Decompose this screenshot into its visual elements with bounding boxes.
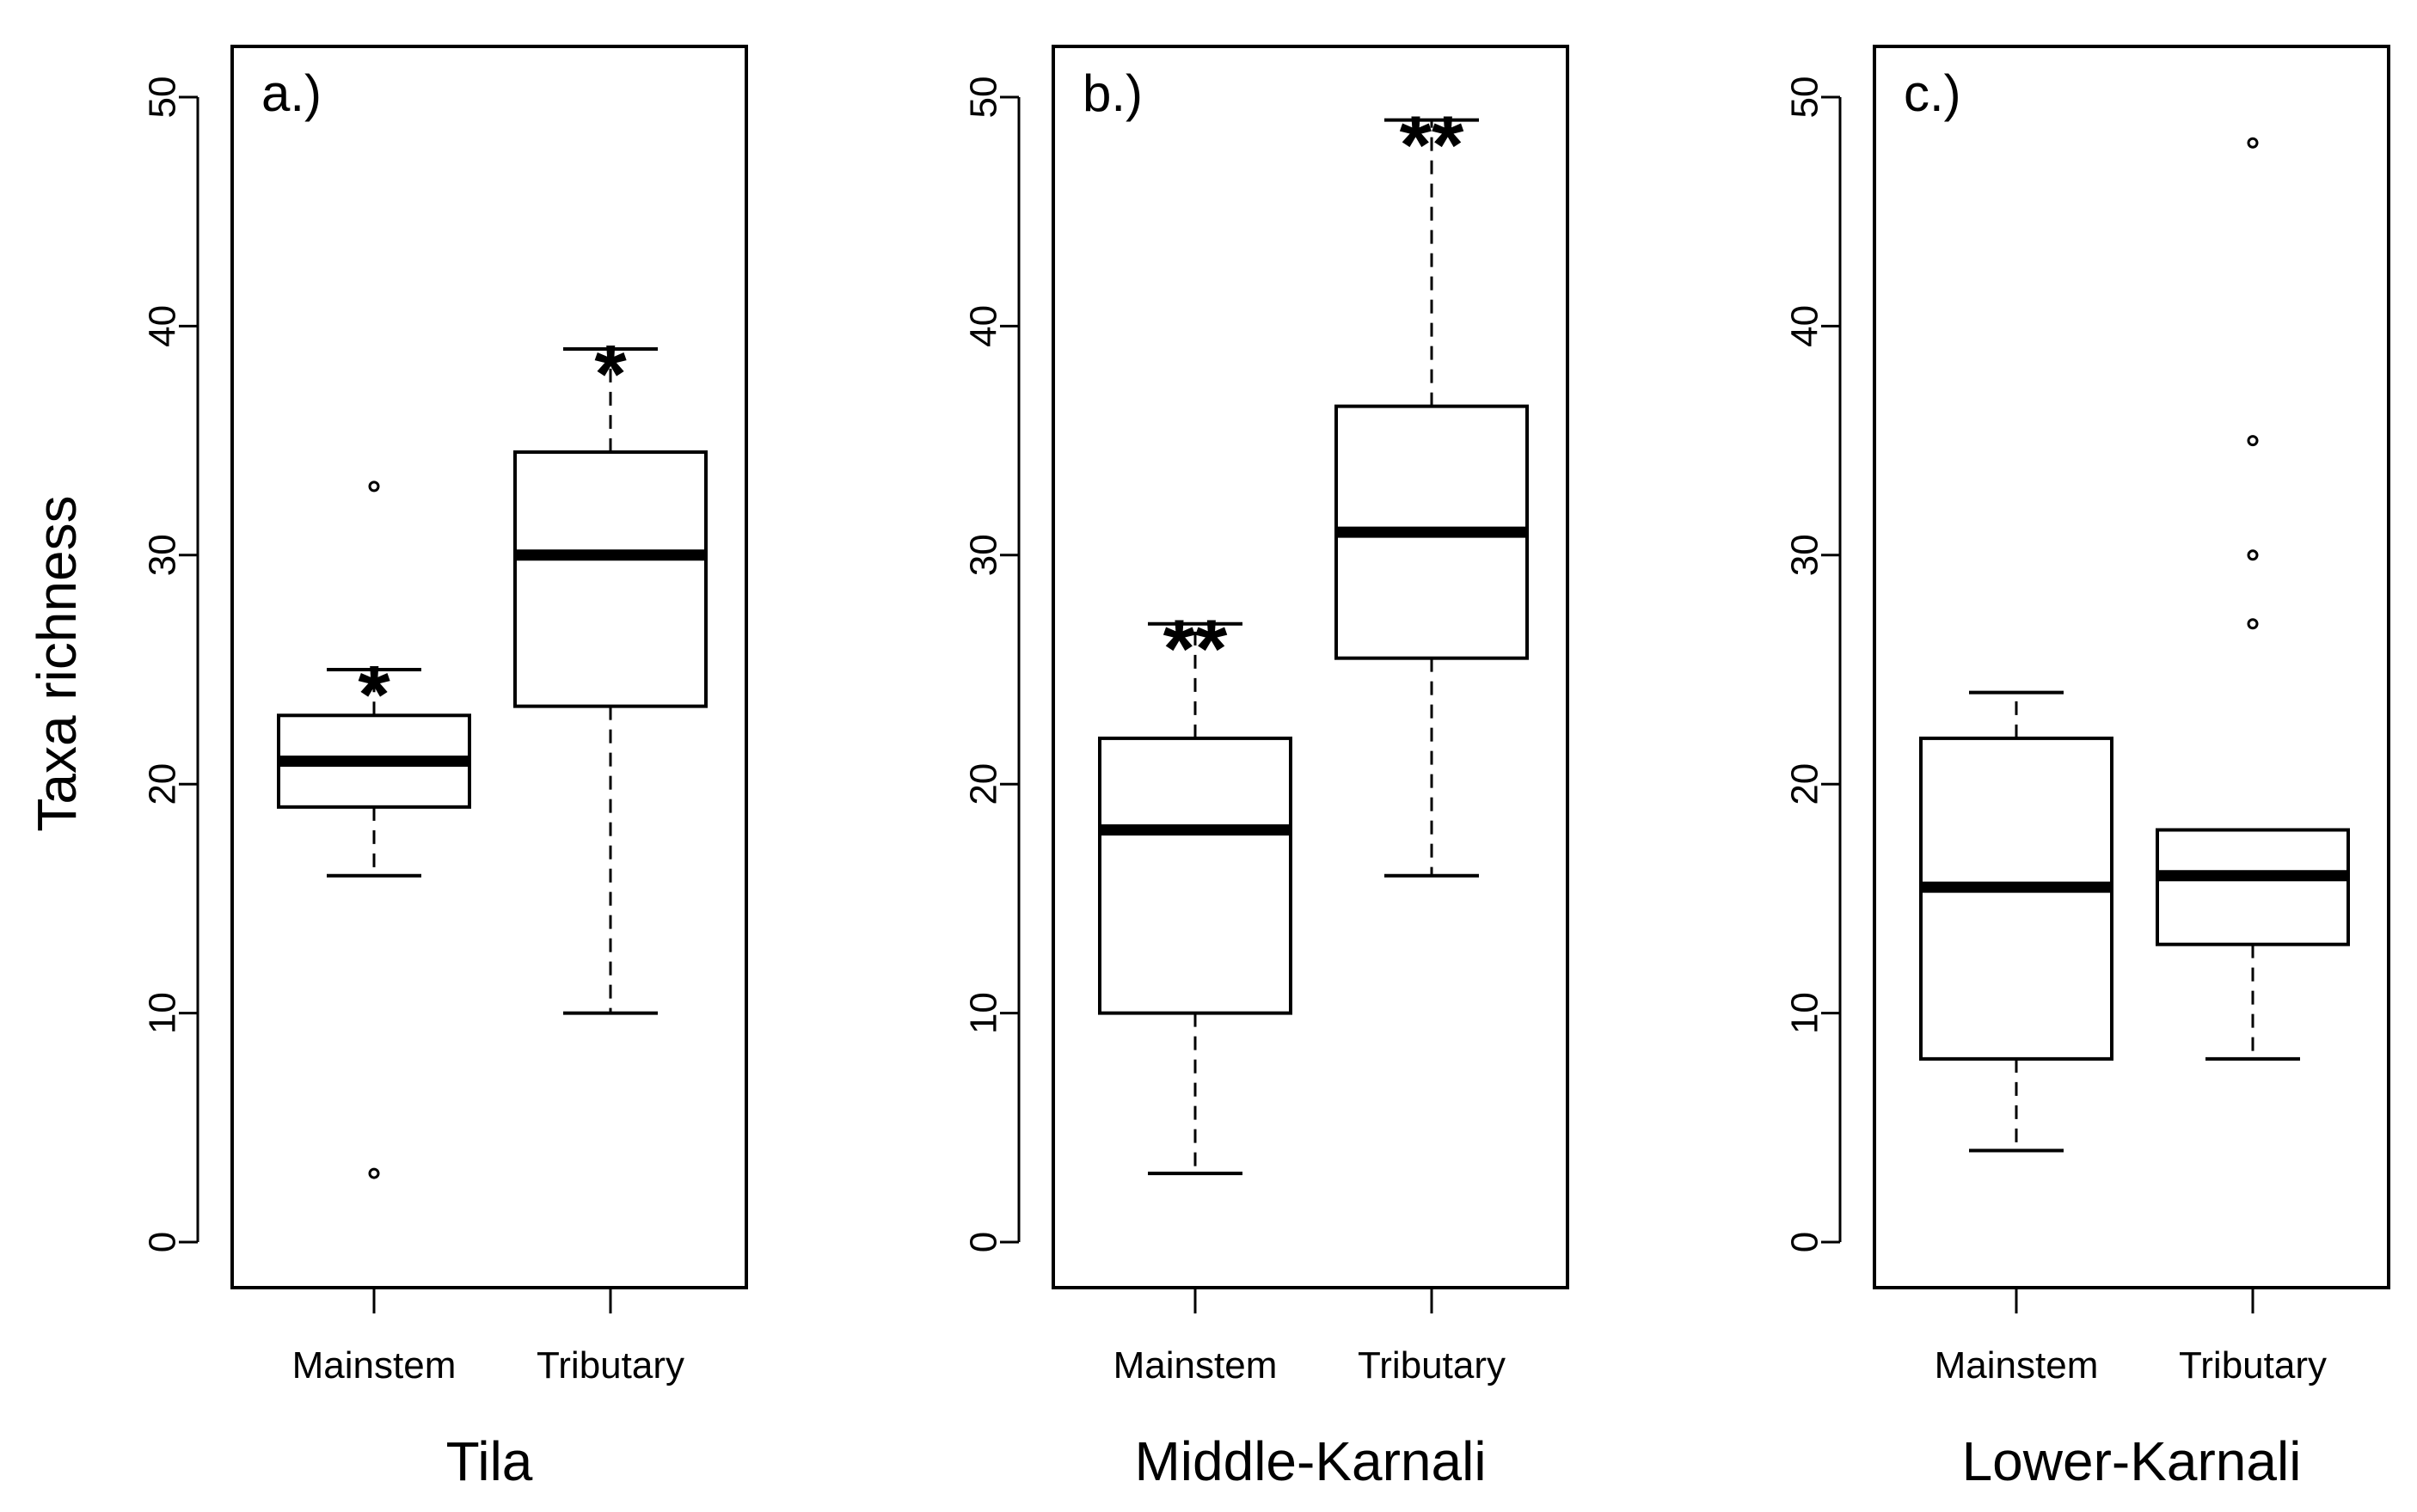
- box-tributary: Tributary **: [1334, 100, 1529, 1387]
- panel-tag: a.): [261, 64, 322, 122]
- x-axis-label: Tila: [446, 1430, 533, 1492]
- x-tick-label: Tributary: [1358, 1344, 1506, 1387]
- box-mainstem: Mainstem *: [277, 481, 471, 1387]
- y-tick-label: 50: [141, 77, 183, 119]
- significance-marker: **: [1163, 603, 1228, 695]
- outlier-point: [368, 481, 380, 493]
- outlier-point: [2247, 618, 2259, 630]
- y-tick-label: 10: [962, 992, 1004, 1034]
- y-tick-label: 10: [1783, 992, 1825, 1034]
- x-tick-label: Tributary: [2179, 1344, 2327, 1387]
- y-tick-label: 40: [1783, 305, 1825, 347]
- box-mainstem: Mainstem **: [1098, 603, 1292, 1387]
- significance-marker: **: [1400, 100, 1464, 192]
- y-tick-label: 20: [962, 763, 1004, 805]
- y-tick-label: 0: [962, 1232, 1004, 1252]
- iqr-box: [1919, 736, 2113, 1061]
- panel-1: 0 10 20 30 40 50 a.) Tila Mainstem * Tributary *: [141, 45, 748, 1492]
- y-tick-label: 30: [962, 534, 1004, 576]
- box-tributary: Tributary: [2156, 137, 2350, 1387]
- iqr-box: [1098, 736, 1292, 1015]
- y-tick-label: 40: [962, 305, 1004, 347]
- box-mainstem: Mainstem: [1919, 690, 2113, 1387]
- plot-frame: [1052, 45, 1569, 1289]
- panel-tag: b.): [1083, 64, 1143, 122]
- significance-marker: *: [358, 649, 390, 741]
- box-tributary: Tributary *: [513, 328, 708, 1387]
- panels: 0 10 20 30 40 50 a.) Tila Mainstem * Tributary * 0 10…: [141, 45, 2390, 1492]
- iqr-box: [513, 450, 708, 708]
- panel-tag: c.): [1904, 64, 1961, 122]
- x-tick-label: Mainstem: [1935, 1344, 2099, 1387]
- y-tick-label: 0: [141, 1232, 183, 1252]
- x-axis-label: Lower-Karnali: [1962, 1430, 2302, 1492]
- y-tick-label: 50: [1783, 77, 1825, 119]
- y-tick-label: 0: [1783, 1232, 1825, 1252]
- x-tick-label: Mainstem: [292, 1344, 457, 1387]
- outlier-point: [368, 1167, 380, 1179]
- significance-marker: *: [594, 328, 627, 420]
- y-tick-label: 40: [141, 305, 183, 347]
- outlier-point: [2247, 435, 2259, 447]
- x-tick-label: Tributary: [537, 1344, 684, 1387]
- outlier-point: [2247, 549, 2259, 561]
- y-tick-label: 20: [1783, 763, 1825, 805]
- x-tick-label: Mainstem: [1113, 1344, 1278, 1387]
- y-tick-label: 10: [141, 992, 183, 1034]
- y-tick-label: 30: [141, 534, 183, 576]
- y-tick-label: 50: [962, 77, 1004, 119]
- plot-frame: [230, 45, 748, 1289]
- y-tick-label: 30: [1783, 534, 1825, 576]
- panel-3: 0 10 20 30 40 50 c.) Lower-Karnali Mainstem Tribu…: [1783, 45, 2390, 1492]
- outlier-point: [2247, 137, 2259, 149]
- iqr-box: [2156, 828, 2350, 946]
- plot-frame: [1873, 45, 2390, 1289]
- y-axis-label: Taxa richness: [26, 495, 88, 831]
- y-tick-label: 20: [141, 763, 183, 805]
- x-axis-label: Middle-Karnali: [1134, 1430, 1486, 1492]
